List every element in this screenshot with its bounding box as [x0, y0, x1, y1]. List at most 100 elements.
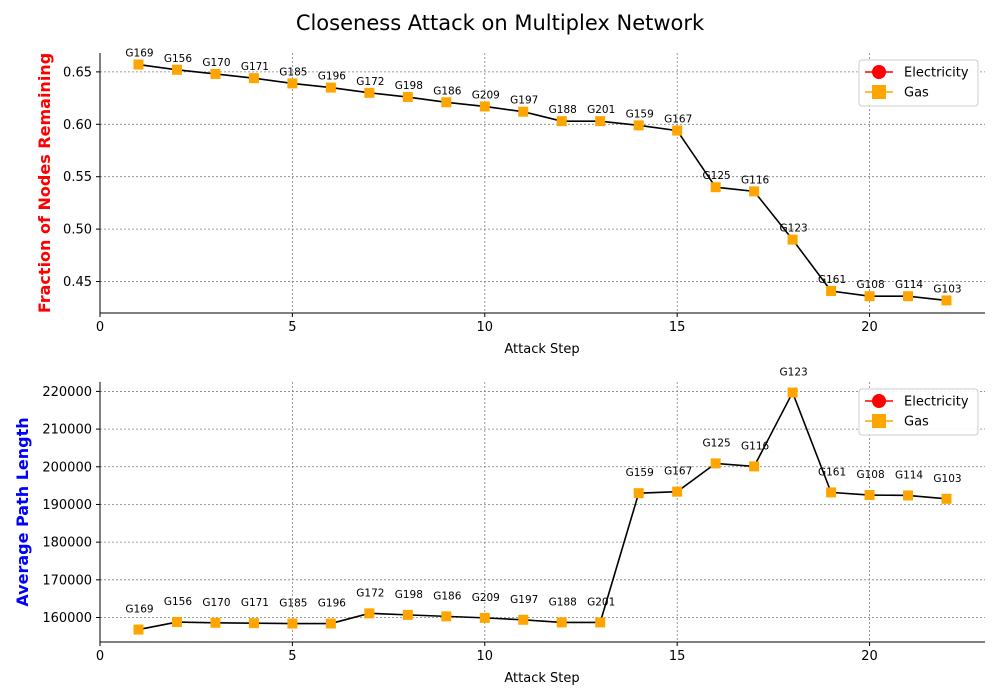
top-data-point	[287, 78, 298, 89]
bottom-point-annotation: G169	[125, 604, 153, 616]
bottom-point-annotation: G170	[202, 597, 230, 609]
bottom-y-tick-label: 160000	[42, 611, 92, 626]
bottom-data-point	[941, 493, 952, 504]
top-data-point	[941, 295, 952, 306]
bottom-data-point	[441, 611, 452, 622]
top-x-tick-label: 15	[669, 320, 686, 335]
bottom-data-point	[325, 618, 336, 629]
top-point-annotation: G172	[356, 76, 384, 88]
bottom-legend-label-gas: Gas	[904, 415, 929, 430]
top-point-annotation: G186	[433, 85, 461, 97]
bottom-y-tick-label: 190000	[42, 498, 92, 513]
bottom-point-annotation: G171	[241, 597, 269, 609]
top-point-annotation: G196	[318, 71, 346, 83]
top-point-annotation: G114	[895, 279, 923, 291]
top-data-point	[479, 101, 490, 112]
top-y-axis-label: Fraction of Nodes Remaining	[35, 53, 54, 313]
top-legend-label-electricity: Electricity	[904, 66, 969, 81]
top-x-tick-label: 0	[96, 320, 104, 335]
bottom-point-annotation: G209	[472, 592, 500, 604]
bottom-data-point	[787, 387, 798, 398]
top-y-tick-label: 0.50	[63, 223, 92, 238]
top-data-point	[633, 120, 644, 131]
top-data-point	[749, 186, 760, 197]
top-data-point	[133, 59, 144, 70]
bottom-series-line	[138, 390, 947, 631]
top-data-point	[248, 73, 259, 84]
top-data-point	[864, 291, 875, 302]
bottom-data-point	[133, 624, 144, 635]
bottom-data-point	[171, 617, 182, 628]
top-data-point	[787, 234, 798, 245]
bottom-point-annotation: G172	[356, 587, 384, 599]
top-data-point	[710, 182, 721, 193]
top-point-annotation: G167	[664, 114, 692, 126]
bottom-data-point	[633, 488, 644, 499]
top-x-axis-label: Attack Step	[504, 342, 579, 357]
bottom-data-point	[248, 618, 259, 629]
bottom-x-tick-label: 10	[477, 649, 494, 664]
bottom-x-tick-label: 20	[861, 649, 878, 664]
bottom-y-tick-label: 180000	[42, 536, 92, 551]
bottom-data-point	[287, 618, 298, 629]
top-data-point	[518, 106, 529, 117]
bottom-y-axis-label: Average Path Length	[13, 417, 32, 606]
top-subplot: Fraction of Nodes Remaining Attack Step …	[35, 48, 985, 357]
top-point-annotation: G209	[472, 89, 500, 101]
top-point-annotation: G171	[241, 61, 269, 73]
top-x-tick-label: 20	[861, 320, 878, 335]
top-data-point	[903, 291, 914, 302]
figure-title: Closeness Attack on Multiplex Network	[296, 11, 705, 35]
bottom-point-annotation: G185	[279, 598, 307, 610]
bottom-data-point	[364, 608, 375, 619]
top-point-annotation: G125	[703, 170, 731, 182]
top-point-annotation: G169	[125, 48, 153, 60]
bottom-data-point	[903, 490, 914, 501]
top-data-point	[402, 92, 413, 103]
bottom-legend-marker-gas	[872, 414, 886, 428]
top-point-annotation: G103	[933, 283, 961, 295]
bottom-point-annotation: G103	[933, 473, 961, 485]
bottom-data-point	[595, 617, 606, 628]
top-data-point	[325, 82, 336, 93]
bottom-point-annotation: G116	[741, 440, 769, 452]
bottom-data-point	[479, 612, 490, 623]
bottom-y-tick-label: 200000	[42, 460, 92, 475]
bottom-data-point	[210, 617, 221, 628]
bottom-data-point	[749, 461, 760, 472]
top-point-annotation: G108	[856, 279, 884, 291]
top-x-tick-label: 5	[288, 320, 296, 335]
bottom-point-annotation: G108	[856, 469, 884, 481]
bottom-y-tick-label: 170000	[42, 573, 92, 588]
top-data-point	[441, 97, 452, 108]
bottom-point-annotation: G159	[626, 467, 654, 479]
top-point-annotation: G198	[395, 80, 423, 92]
bottom-point-annotation: G201	[587, 596, 615, 608]
top-y-tick-label: 0.45	[63, 275, 92, 290]
bottom-x-tick-label: 5	[288, 649, 296, 664]
top-point-annotation: G156	[164, 53, 192, 65]
bottom-subplot: Average Path Length Attack Step 0 5 10 15 20…	[13, 367, 985, 686]
bottom-legend-label-electricity: Electricity	[904, 395, 969, 410]
top-y-tick-label: 0.65	[63, 65, 92, 80]
top-legend-marker-electricity	[872, 65, 886, 79]
top-point-annotation: G161	[818, 274, 846, 286]
bottom-x-axis-label: Attack Step	[504, 671, 579, 686]
bottom-data-point	[518, 614, 529, 625]
bottom-y-tick-label: 220000	[42, 385, 92, 400]
top-y-tick-label: 0.55	[63, 170, 92, 185]
bottom-x-tick-label: 15	[669, 649, 686, 664]
top-data-point	[826, 285, 837, 296]
bottom-point-annotation: G156	[164, 596, 192, 608]
top-series-line	[138, 63, 947, 302]
top-data-point	[672, 125, 683, 136]
bottom-point-annotation: G167	[664, 466, 692, 478]
bottom-point-annotation: G186	[433, 590, 461, 602]
bottom-legend-marker-electricity	[872, 394, 886, 408]
top-point-annotation: G116	[741, 174, 769, 186]
bottom-point-annotation: G161	[818, 466, 846, 478]
top-point-annotation: G123	[780, 223, 808, 235]
top-data-point	[556, 116, 567, 127]
bottom-point-annotation: G197	[510, 594, 538, 606]
